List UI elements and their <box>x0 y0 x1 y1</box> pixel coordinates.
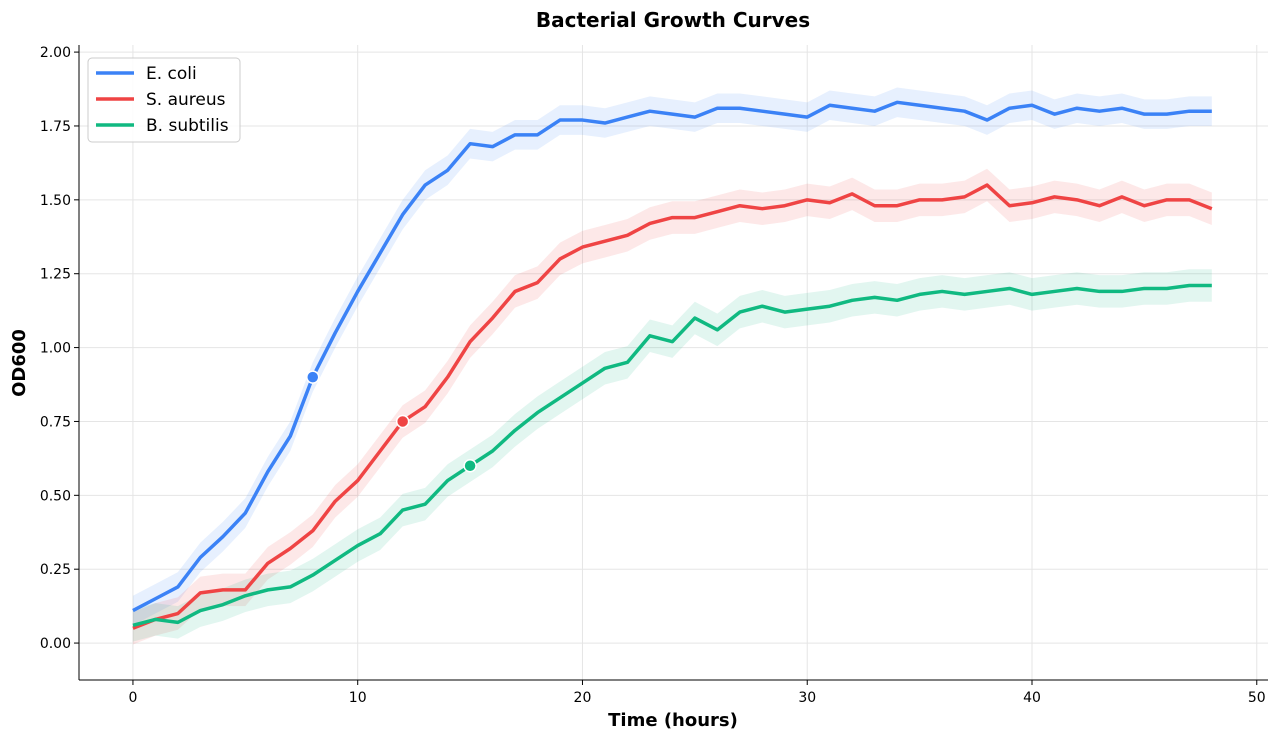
series-line-1 <box>132 183 1213 630</box>
y-tick-label: 1.00 <box>40 341 71 357</box>
x-tick-label: 20 <box>574 690 592 706</box>
x-tick-label: 10 <box>349 690 367 706</box>
marker-point-0 <box>306 370 320 384</box>
y-tick-label: 1.25 <box>40 267 71 283</box>
y-tick-label: 1.75 <box>40 119 71 135</box>
y-tick-label: 2.00 <box>40 45 71 61</box>
y-tick-label: 0.50 <box>40 488 71 504</box>
highlight-markers <box>306 370 477 473</box>
y-axis-label: OD600 <box>9 329 30 397</box>
ci-band-0 <box>132 87 1212 626</box>
y-tick-label: 0.75 <box>40 414 71 430</box>
y-tick-label: 0.00 <box>40 636 71 652</box>
ci-band-2 <box>132 269 1212 642</box>
legend-label-2: B. subtilis <box>146 116 229 136</box>
legend-frame <box>87 57 241 143</box>
x-tick-label: 0 <box>128 690 137 706</box>
legend-label-1: S. aureus <box>146 90 226 110</box>
chart-title: Bacterial Growth Curves <box>536 8 810 32</box>
series-line-2 <box>132 283 1212 628</box>
confidence-bands <box>132 87 1212 645</box>
legend-label-0: E. coli <box>146 64 197 84</box>
x-tick-label: 30 <box>798 690 816 706</box>
marker-point-2 <box>463 459 477 473</box>
x-tick-label: 40 <box>1023 690 1041 706</box>
y-tick-label: 0.25 <box>40 562 71 578</box>
ticks: 0 10 20 30 40 50 0.00 0.25 0.50 0.75 1.00 1.25 1.50 1… <box>40 45 1266 706</box>
y-tick-label: 1.50 <box>40 193 71 209</box>
legend: E. coli S. aureus B. subtilis <box>87 57 241 143</box>
x-tick-label: 50 <box>1248 690 1266 706</box>
marker-point-1 <box>395 414 410 429</box>
x-axis-label: Time (hours) <box>608 710 738 731</box>
